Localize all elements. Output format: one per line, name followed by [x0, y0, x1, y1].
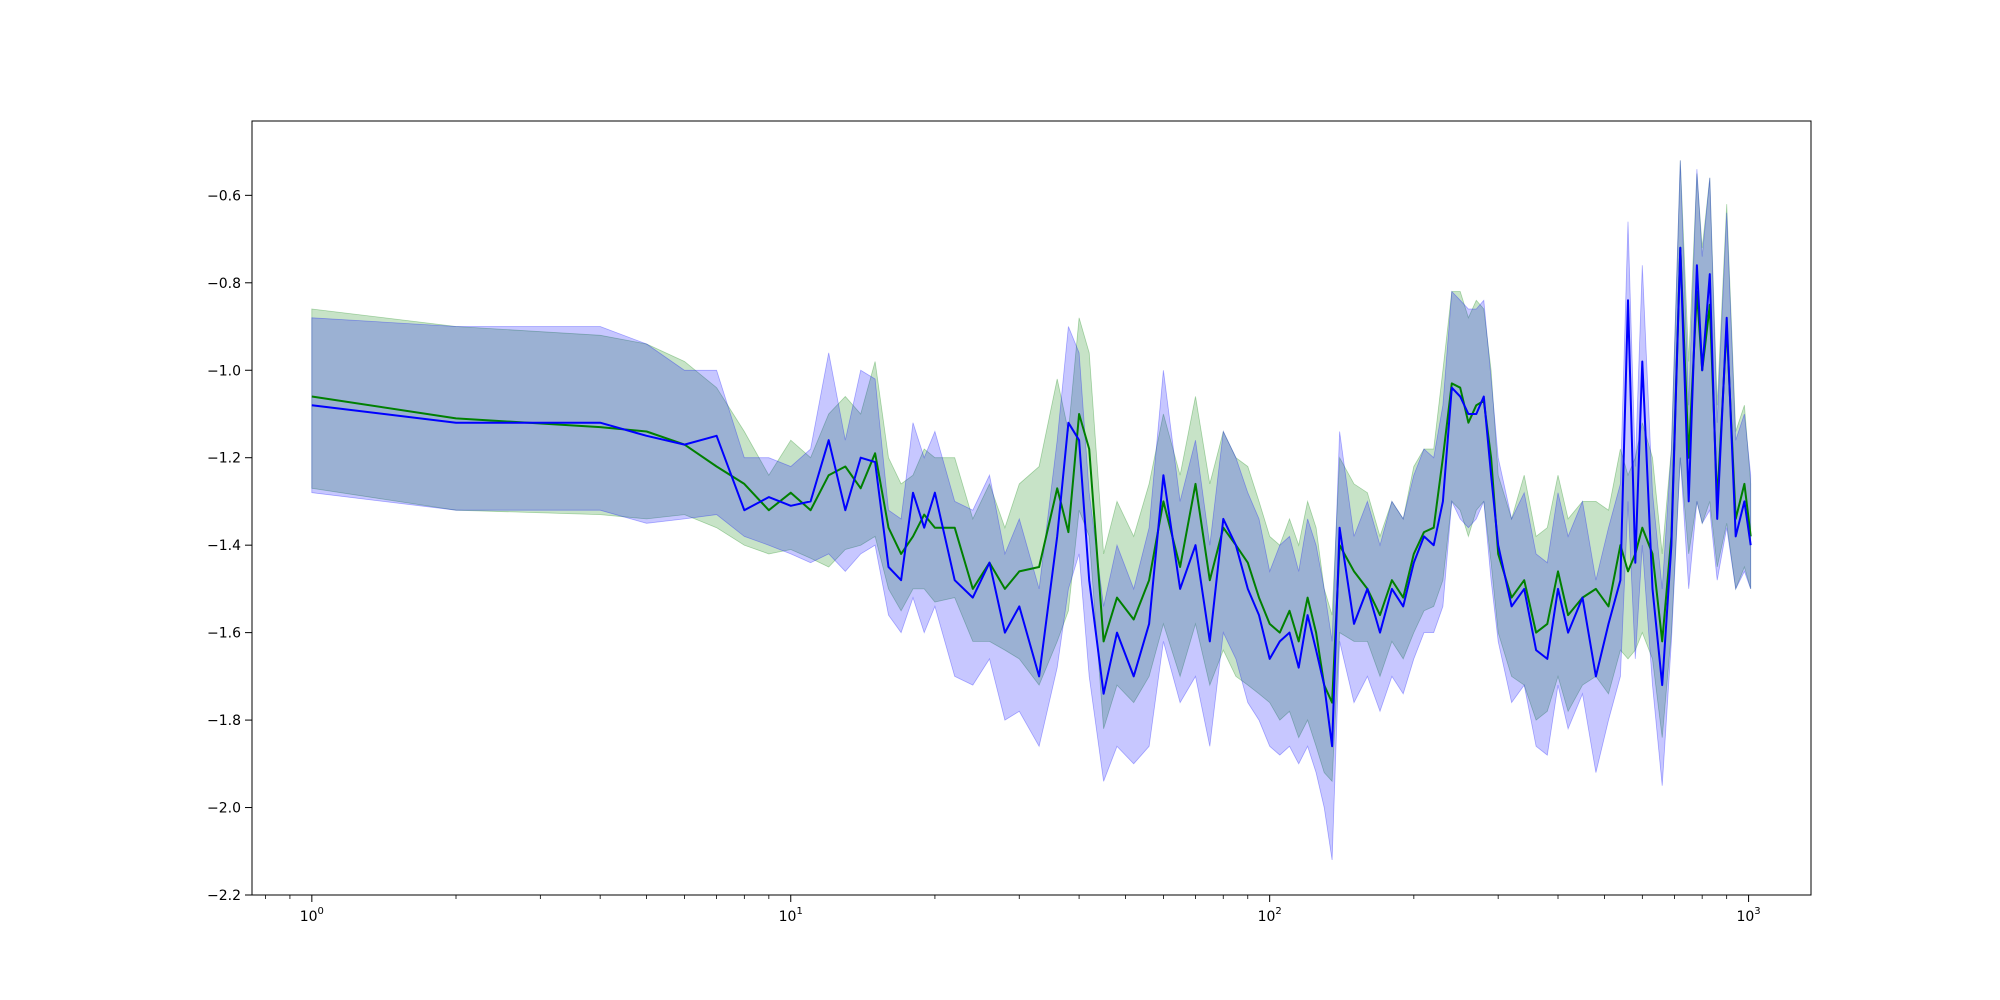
confidence-band-2	[311, 160, 1752, 861]
plot-frame	[251, 120, 1812, 896]
x-tick-label-1: 101	[779, 906, 803, 925]
series-line-1	[311, 246, 1752, 704]
y-tick-label-3: −1.2	[207, 451, 241, 467]
y-tick-label-7: −2.0	[207, 801, 241, 817]
y-tick-label-2: −1.0	[207, 363, 241, 379]
y-tick-label-5: −1.6	[207, 626, 241, 642]
y-tick-label-0: −0.6	[207, 188, 241, 204]
x-tick-label-0: 100	[300, 906, 324, 925]
x-axis-ticks: 100 101 102 103	[265, 895, 1761, 925]
y-axis-ticks: −0.6 −0.8 −1.0 −1.2 −1.4 −1.6 −1.8 −2.0 −2.2	[207, 188, 252, 904]
x-tick-label-2: 102	[1258, 906, 1282, 925]
y-tick-label-1: −0.8	[207, 276, 241, 292]
series-line-2	[311, 246, 1752, 748]
y-tick-label-8: −2.2	[207, 888, 241, 904]
confidence-bands	[311, 160, 1752, 861]
x-tick-label-3: 103	[1736, 906, 1760, 925]
series-lines	[311, 246, 1752, 748]
confidence-band-1	[311, 160, 1752, 783]
y-tick-label-4: −1.4	[207, 538, 241, 554]
y-tick-label-6: −1.8	[207, 713, 241, 729]
